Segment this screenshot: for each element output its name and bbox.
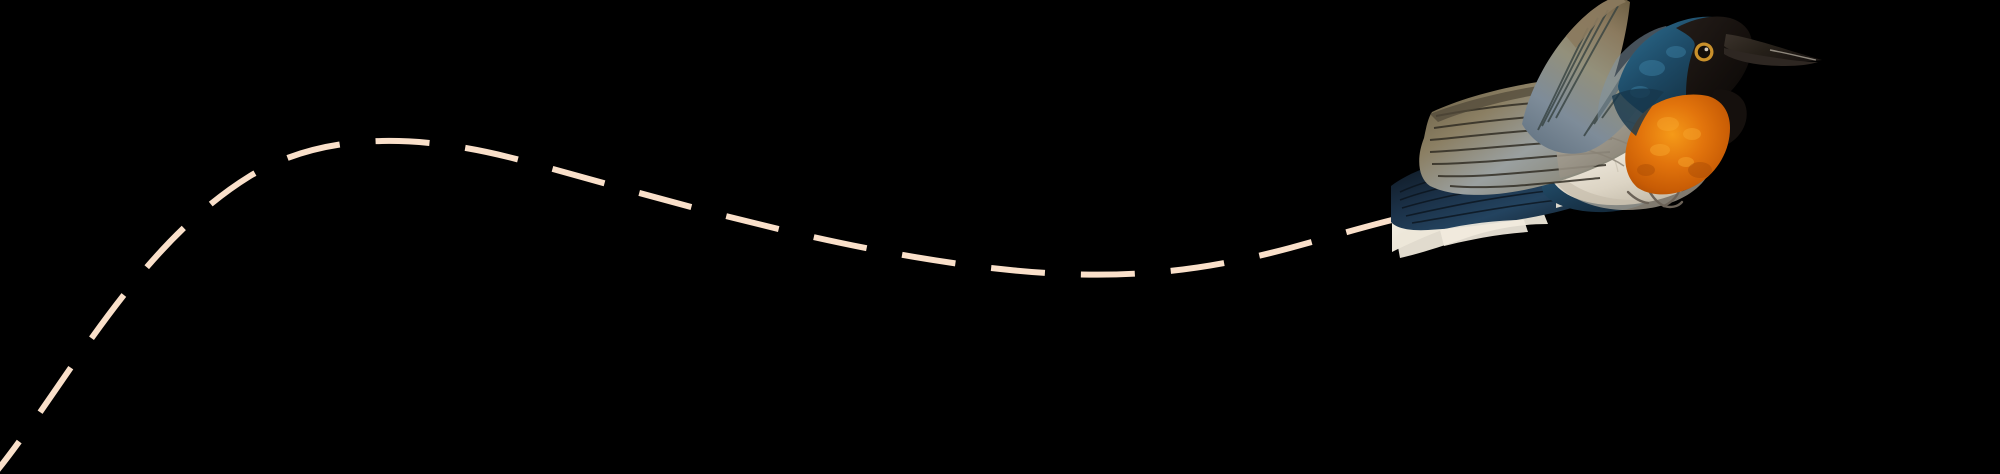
- dashed-flight-path: [0, 137, 1393, 472]
